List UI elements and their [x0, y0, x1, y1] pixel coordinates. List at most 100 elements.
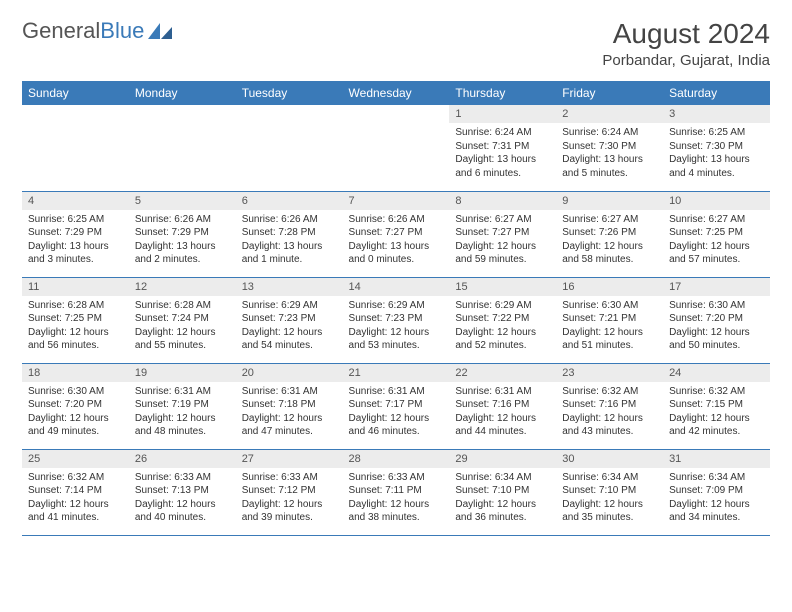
daylight-text: Daylight: 12 hours and 49 minutes. — [28, 412, 123, 439]
day-number: 31 — [663, 450, 770, 468]
sunset-text: Sunset: 7:30 PM — [562, 140, 657, 154]
day-data: Sunrise: 6:34 AMSunset: 7:10 PMDaylight:… — [449, 468, 556, 531]
sunrise-text: Sunrise: 6:26 AM — [135, 213, 230, 227]
day-data: Sunrise: 6:32 AMSunset: 7:15 PMDaylight:… — [663, 382, 770, 445]
day-data: Sunrise: 6:33 AMSunset: 7:12 PMDaylight:… — [236, 468, 343, 531]
day-data: Sunrise: 6:31 AMSunset: 7:18 PMDaylight:… — [236, 382, 343, 445]
daylight-text: Daylight: 12 hours and 35 minutes. — [562, 498, 657, 525]
sunset-text: Sunset: 7:21 PM — [562, 312, 657, 326]
calendar-cell: 30Sunrise: 6:34 AMSunset: 7:10 PMDayligh… — [556, 449, 663, 535]
sail-icon — [146, 21, 174, 41]
calendar-cell: 14Sunrise: 6:29 AMSunset: 7:23 PMDayligh… — [343, 277, 450, 363]
sunset-text: Sunset: 7:30 PM — [669, 140, 764, 154]
sunrise-text: Sunrise: 6:27 AM — [669, 213, 764, 227]
day-data: Sunrise: 6:26 AMSunset: 7:29 PMDaylight:… — [129, 210, 236, 273]
sunset-text: Sunset: 7:29 PM — [28, 226, 123, 240]
day-number: 10 — [663, 192, 770, 210]
calendar-cell — [22, 105, 129, 191]
logo-word1: General — [22, 18, 100, 43]
daylight-text: Daylight: 13 hours and 2 minutes. — [135, 240, 230, 267]
daylight-text: Daylight: 13 hours and 4 minutes. — [669, 153, 764, 180]
sunrise-text: Sunrise: 6:26 AM — [242, 213, 337, 227]
day-number: 19 — [129, 364, 236, 382]
day-data: Sunrise: 6:26 AMSunset: 7:27 PMDaylight:… — [343, 210, 450, 273]
sunrise-text: Sunrise: 6:24 AM — [455, 126, 550, 140]
month-title: August 2024 — [602, 18, 770, 50]
calendar-body: 1Sunrise: 6:24 AMSunset: 7:31 PMDaylight… — [22, 105, 770, 535]
day-data: Sunrise: 6:29 AMSunset: 7:23 PMDaylight:… — [236, 296, 343, 359]
day-number: 23 — [556, 364, 663, 382]
calendar-week-row: 25Sunrise: 6:32 AMSunset: 7:14 PMDayligh… — [22, 449, 770, 535]
sunrise-text: Sunrise: 6:30 AM — [28, 385, 123, 399]
sunrise-text: Sunrise: 6:31 AM — [349, 385, 444, 399]
sunrise-text: Sunrise: 6:31 AM — [242, 385, 337, 399]
sunrise-text: Sunrise: 6:31 AM — [455, 385, 550, 399]
day-number: 18 — [22, 364, 129, 382]
calendar-week-row: 18Sunrise: 6:30 AMSunset: 7:20 PMDayligh… — [22, 363, 770, 449]
sunrise-text: Sunrise: 6:31 AM — [135, 385, 230, 399]
sunset-text: Sunset: 7:24 PM — [135, 312, 230, 326]
daylight-text: Daylight: 12 hours and 55 minutes. — [135, 326, 230, 353]
weekday-header: Friday — [556, 81, 663, 105]
daylight-text: Daylight: 12 hours and 34 minutes. — [669, 498, 764, 525]
calendar-cell: 11Sunrise: 6:28 AMSunset: 7:25 PMDayligh… — [22, 277, 129, 363]
sunset-text: Sunset: 7:31 PM — [455, 140, 550, 154]
sunrise-text: Sunrise: 6:28 AM — [28, 299, 123, 313]
daylight-text: Daylight: 12 hours and 54 minutes. — [242, 326, 337, 353]
daylight-text: Daylight: 13 hours and 3 minutes. — [28, 240, 123, 267]
sunset-text: Sunset: 7:13 PM — [135, 484, 230, 498]
calendar-cell: 2Sunrise: 6:24 AMSunset: 7:30 PMDaylight… — [556, 105, 663, 191]
calendar-cell: 8Sunrise: 6:27 AMSunset: 7:27 PMDaylight… — [449, 191, 556, 277]
sunset-text: Sunset: 7:25 PM — [28, 312, 123, 326]
day-data: Sunrise: 6:28 AMSunset: 7:24 PMDaylight:… — [129, 296, 236, 359]
daylight-text: Daylight: 12 hours and 36 minutes. — [455, 498, 550, 525]
day-number: 8 — [449, 192, 556, 210]
day-number: 17 — [663, 278, 770, 296]
day-data: Sunrise: 6:30 AMSunset: 7:20 PMDaylight:… — [22, 382, 129, 445]
calendar-week-row: 1Sunrise: 6:24 AMSunset: 7:31 PMDaylight… — [22, 105, 770, 191]
day-number: 29 — [449, 450, 556, 468]
calendar-cell: 29Sunrise: 6:34 AMSunset: 7:10 PMDayligh… — [449, 449, 556, 535]
sunrise-text: Sunrise: 6:25 AM — [669, 126, 764, 140]
calendar-table: Sunday Monday Tuesday Wednesday Thursday… — [22, 81, 770, 536]
sunset-text: Sunset: 7:27 PM — [455, 226, 550, 240]
day-number: 7 — [343, 192, 450, 210]
sunset-text: Sunset: 7:18 PM — [242, 398, 337, 412]
daylight-text: Daylight: 12 hours and 44 minutes. — [455, 412, 550, 439]
calendar-cell: 1Sunrise: 6:24 AMSunset: 7:31 PMDaylight… — [449, 105, 556, 191]
sunset-text: Sunset: 7:25 PM — [669, 226, 764, 240]
daylight-text: Daylight: 12 hours and 52 minutes. — [455, 326, 550, 353]
day-data: Sunrise: 6:30 AMSunset: 7:21 PMDaylight:… — [556, 296, 663, 359]
day-number: 14 — [343, 278, 450, 296]
calendar-cell — [236, 105, 343, 191]
title-block: August 2024 Porbandar, Gujarat, India — [602, 18, 770, 69]
day-number: 11 — [22, 278, 129, 296]
day-number: 24 — [663, 364, 770, 382]
sunrise-text: Sunrise: 6:30 AM — [562, 299, 657, 313]
day-data: Sunrise: 6:27 AMSunset: 7:26 PMDaylight:… — [556, 210, 663, 273]
day-data: Sunrise: 6:25 AMSunset: 7:29 PMDaylight:… — [22, 210, 129, 273]
sunrise-text: Sunrise: 6:28 AM — [135, 299, 230, 313]
logo-text: GeneralBlue — [22, 18, 144, 44]
sunrise-text: Sunrise: 6:25 AM — [28, 213, 123, 227]
sunrise-text: Sunrise: 6:34 AM — [669, 471, 764, 485]
sunset-text: Sunset: 7:23 PM — [242, 312, 337, 326]
calendar-cell: 6Sunrise: 6:26 AMSunset: 7:28 PMDaylight… — [236, 191, 343, 277]
daylight-text: Daylight: 12 hours and 43 minutes. — [562, 412, 657, 439]
sunrise-text: Sunrise: 6:32 AM — [669, 385, 764, 399]
daylight-text: Daylight: 12 hours and 50 minutes. — [669, 326, 764, 353]
calendar-cell: 15Sunrise: 6:29 AMSunset: 7:22 PMDayligh… — [449, 277, 556, 363]
logo-word2: Blue — [100, 18, 144, 43]
day-data: Sunrise: 6:29 AMSunset: 7:23 PMDaylight:… — [343, 296, 450, 359]
calendar-week-row: 4Sunrise: 6:25 AMSunset: 7:29 PMDaylight… — [22, 191, 770, 277]
day-number: 30 — [556, 450, 663, 468]
calendar-cell: 9Sunrise: 6:27 AMSunset: 7:26 PMDaylight… — [556, 191, 663, 277]
sunset-text: Sunset: 7:27 PM — [349, 226, 444, 240]
calendar-cell: 18Sunrise: 6:30 AMSunset: 7:20 PMDayligh… — [22, 363, 129, 449]
sunset-text: Sunset: 7:19 PM — [135, 398, 230, 412]
sunset-text: Sunset: 7:20 PM — [28, 398, 123, 412]
header: GeneralBlue August 2024 Porbandar, Gujar… — [22, 18, 770, 69]
daylight-text: Daylight: 12 hours and 47 minutes. — [242, 412, 337, 439]
day-number: 25 — [22, 450, 129, 468]
day-number: 15 — [449, 278, 556, 296]
